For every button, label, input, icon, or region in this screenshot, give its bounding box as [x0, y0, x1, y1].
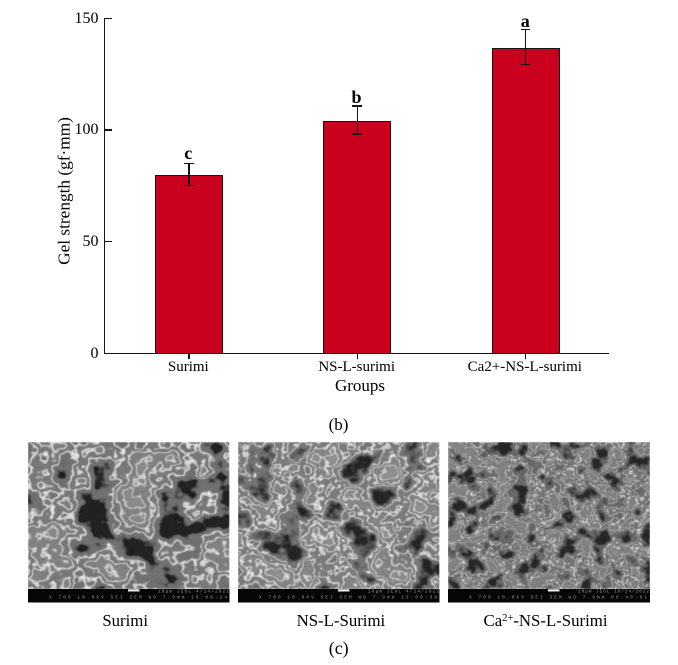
- svg-text:10μm JEOL 4/14/2022: 10μm JEOL 4/14/2022: [368, 589, 439, 594]
- svg-text:X 700 10.0kV SEI SEM WD: X 700 10.0kV SEI SEM WD 7.9mm 09:40:01: [469, 596, 647, 601]
- svg-text:X 700 10.0kV SEI SEM WD: X 700 10.0kV SEI SEM WD 7.9mm 23:00:38: [259, 596, 437, 601]
- svg-text:X 700 10.0kV SEI SEM WD: X 700 10.0kV SEI SEM WD 7.9mm 16:08:24: [49, 596, 227, 601]
- svg-text:10μm JEOL 4/14/2022: 10μm JEOL 4/14/2022: [158, 589, 229, 594]
- svg-text:10μm JEOL 10/24/2022: 10μm JEOL 10/24/2022: [578, 589, 649, 594]
